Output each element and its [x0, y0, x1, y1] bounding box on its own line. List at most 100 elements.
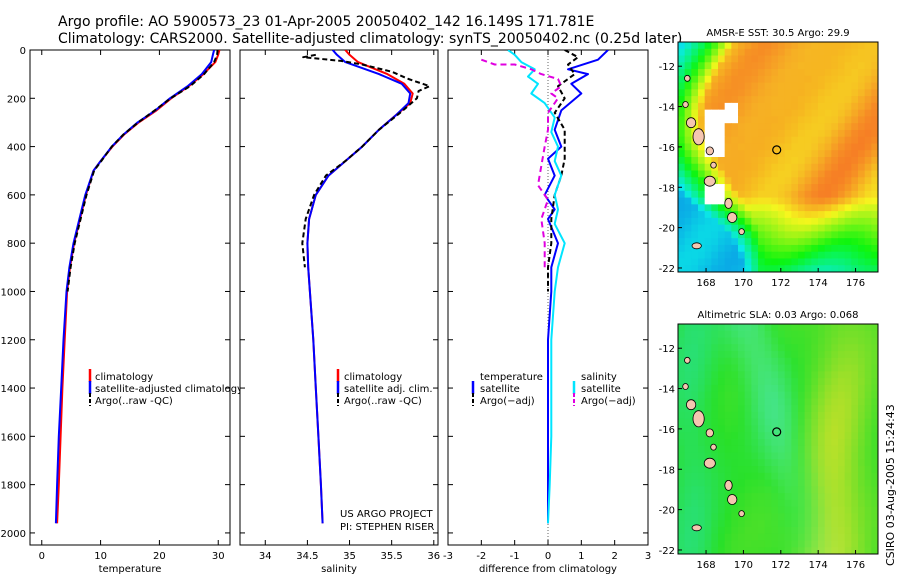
heatmap-cell: [718, 190, 726, 199]
heatmap-cell: [731, 479, 739, 487]
heatmap-cell: [864, 466, 872, 474]
heatmap-cell: [838, 109, 846, 117]
heatmap-cell: [804, 184, 812, 192]
heatmap-cell: [844, 244, 852, 253]
heatmap-cell: [818, 157, 826, 165]
heatmap-cell: [791, 445, 799, 454]
heatmap-cell: [864, 197, 872, 205]
heatmap-cell: [684, 351, 692, 359]
heatmap-cell: [778, 364, 786, 372]
heatmap-cell: [824, 337, 832, 345]
heatmap-cell: [818, 513, 826, 521]
heatmap-cell: [691, 69, 699, 77]
heatmap-cell: [851, 378, 859, 386]
heatmap-cell: [811, 547, 819, 554]
heatmap-cell: [684, 62, 692, 70]
heatmap-cell: [824, 391, 832, 399]
heatmap-cell: [798, 472, 806, 481]
heatmap-cell: [764, 499, 772, 508]
heatmap-cell: [771, 251, 779, 259]
heatmap-cell: [724, 123, 732, 131]
heatmap-cell: [771, 136, 779, 144]
heatmap-cell: [744, 398, 752, 406]
heatmap-cell: [818, 150, 826, 158]
heatmap-cell: [678, 244, 686, 253]
heatmap-cell: [731, 244, 739, 253]
heatmap-cell: [864, 540, 872, 548]
heatmap-cell: [738, 384, 746, 393]
heatmap-cell: [871, 55, 878, 63]
heatmap-cell: [678, 197, 686, 205]
heatmap-cell: [831, 486, 839, 494]
heatmap-cell: [691, 513, 699, 521]
heatmap-cell: [804, 69, 812, 77]
heatmap-cell: [678, 337, 686, 345]
heatmap-cell: [804, 231, 812, 239]
heatmap-cell: [678, 190, 686, 199]
heatmap-cell: [784, 184, 792, 192]
heatmap-cell: [778, 82, 786, 90]
heatmap-cell: [751, 472, 759, 481]
heatmap-cell: [818, 190, 826, 199]
heatmap-cell: [711, 197, 719, 205]
heatmap-cell: [831, 520, 839, 528]
heatmap-cell: [798, 170, 806, 178]
heatmap-cell: [844, 439, 852, 447]
heatmap-cell: [831, 265, 839, 272]
heatmap-cell: [784, 391, 792, 399]
heatmap-cell: [784, 357, 792, 366]
heatmap-cell: [758, 445, 766, 454]
heatmap-cell: [684, 526, 692, 535]
heatmap-cell: [871, 238, 878, 246]
heatmap-cell: [844, 526, 852, 535]
heatmap-cell: [704, 486, 712, 494]
heatmap-cell: [691, 48, 699, 57]
heatmap-cell: [738, 102, 746, 111]
heatmap-cell: [838, 493, 846, 501]
heatmap-cell: [778, 184, 786, 192]
heatmap-cell: [838, 96, 846, 104]
heatmap-cell: [851, 136, 859, 144]
heatmap-cell: [824, 190, 832, 199]
heatmap-cell: [718, 217, 726, 226]
heatmap-cell: [698, 540, 706, 548]
heatmap-cell: [738, 411, 746, 420]
heatmap-cell: [764, 432, 772, 440]
heatmap-cell: [718, 526, 726, 535]
heatmap-cell: [864, 547, 872, 554]
heatmap-cell: [844, 452, 852, 460]
heatmap-cell: [718, 211, 726, 219]
heatmap-cell: [691, 217, 699, 226]
heatmap-cell: [811, 445, 819, 454]
x-tick-label: 34: [259, 551, 272, 562]
heatmap-cell: [764, 136, 772, 144]
heatmap-cell: [724, 445, 732, 454]
heatmap-cell: [724, 157, 732, 165]
map-y-tick-label: -20: [659, 224, 675, 235]
heatmap-cell: [744, 89, 752, 97]
heatmap-cell: [731, 351, 739, 359]
heatmap-cell: [844, 445, 852, 454]
heatmap-cell: [718, 62, 726, 70]
heatmap-cell: [804, 75, 812, 84]
map-x-tick-label: 174: [809, 560, 828, 571]
heatmap-cell: [771, 486, 779, 494]
heatmap-cell: [791, 89, 799, 97]
heatmap-cell: [771, 265, 779, 272]
argo-float-position-marker: [772, 145, 782, 155]
heatmap-cell: [724, 472, 732, 481]
heatmap-cell: [811, 337, 819, 345]
heatmap-cell: [831, 324, 839, 332]
heatmap-cell: [858, 136, 866, 144]
heatmap-cell: [871, 265, 878, 272]
heatmap-cell: [778, 89, 786, 97]
heatmap-cell: [744, 224, 752, 232]
heatmap-cell: [851, 479, 859, 487]
heatmap-cell: [804, 371, 812, 379]
heatmap-cell: [718, 533, 726, 541]
heatmap-cell: [798, 96, 806, 104]
heatmap-cell: [824, 224, 832, 232]
heatmap-cell: [798, 418, 806, 426]
heatmap-cell: [824, 351, 832, 359]
heatmap-cell: [831, 75, 839, 84]
